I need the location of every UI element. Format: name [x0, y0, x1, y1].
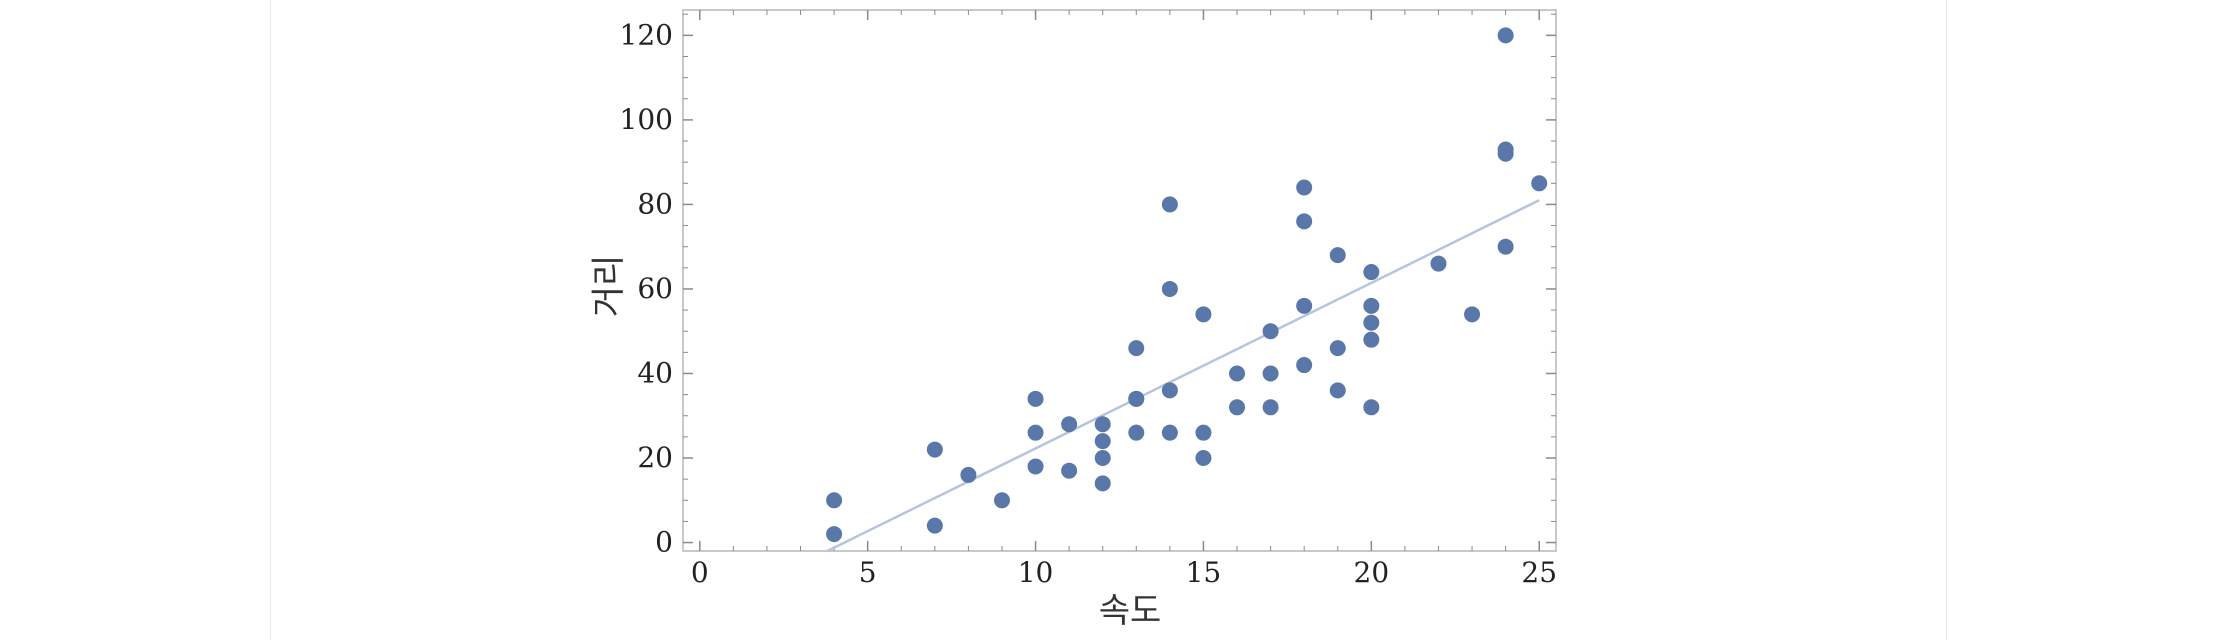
page-left-edge: [270, 0, 271, 640]
data-point: [1061, 416, 1078, 433]
data-point: [960, 466, 977, 483]
data-point: [1329, 340, 1346, 357]
data-point: [1262, 365, 1279, 382]
data-point: [1161, 196, 1178, 213]
data-point: [1161, 424, 1178, 441]
plot-border: [682, 9, 1557, 552]
data-point: [1229, 365, 1246, 382]
fit-line-group: [826, 199, 1540, 553]
data-point: [1296, 179, 1313, 196]
data-point: [1195, 306, 1212, 323]
data-point: [1128, 340, 1145, 357]
x-tick-label: 25: [1521, 556, 1557, 589]
data-point: [1128, 424, 1145, 441]
data-point: [1363, 297, 1380, 314]
y-axis-label: 거리: [589, 255, 629, 318]
y-tick-label: 20: [637, 441, 673, 474]
data-point: [1531, 175, 1548, 192]
y-tick-label: 80: [637, 187, 673, 220]
data-point: [1296, 357, 1313, 374]
tick-labels: 0 5 10 15 20 25 0 20 40 60 80 100 120: [620, 18, 1557, 589]
data-point: [926, 441, 943, 458]
data-point: [1061, 462, 1078, 479]
data-point: [1497, 141, 1514, 158]
y-tick-label: 40: [637, 356, 673, 389]
x-tick-label: 15: [1186, 556, 1222, 589]
data-point: [1329, 382, 1346, 399]
data-point: [1161, 382, 1178, 399]
data-point: [1161, 280, 1178, 297]
data-point: [1296, 213, 1313, 230]
data-point: [993, 492, 1010, 509]
x-tick-label: 0: [691, 556, 709, 589]
data-point: [1195, 424, 1212, 441]
data-point: [1262, 323, 1279, 340]
data-point: [1296, 297, 1313, 314]
data-point: [1497, 27, 1514, 44]
y-tick-label: 120: [620, 18, 673, 51]
x-tick-label: 20: [1354, 556, 1390, 589]
x-axis-label: 속도: [1099, 591, 1162, 631]
data-point: [1027, 424, 1044, 441]
data-point: [826, 492, 843, 509]
data-point: [1329, 247, 1346, 264]
data-point: [1094, 475, 1111, 492]
data-point: [1430, 255, 1447, 272]
data-points: [826, 27, 1548, 543]
data-point: [926, 517, 943, 534]
x-tick-label: 5: [859, 556, 877, 589]
data-point: [1094, 433, 1111, 450]
data-point: [1195, 450, 1212, 467]
x-tick-label: 10: [1018, 556, 1054, 589]
data-point: [1262, 399, 1279, 416]
data-point: [1094, 450, 1111, 467]
data-point: [826, 526, 843, 543]
data-point: [1464, 306, 1481, 323]
data-point: [1128, 390, 1145, 407]
data-point: [1363, 399, 1380, 416]
y-tick-label: 60: [637, 272, 673, 305]
axis-ticks: [683, 10, 1556, 551]
y-tick-label: 0: [655, 526, 673, 559]
data-point: [1363, 314, 1380, 331]
data-point: [1027, 458, 1044, 475]
data-point: [1497, 238, 1514, 255]
data-point: [1229, 399, 1246, 416]
data-point: [1363, 331, 1380, 348]
fit-line: [826, 199, 1540, 553]
plot-frame: [682, 9, 1557, 552]
data-point: [1094, 416, 1111, 433]
page-right-edge: [1946, 0, 1947, 640]
data-point: [1363, 264, 1380, 281]
y-tick-label: 100: [620, 103, 673, 136]
data-point: [1027, 390, 1044, 407]
